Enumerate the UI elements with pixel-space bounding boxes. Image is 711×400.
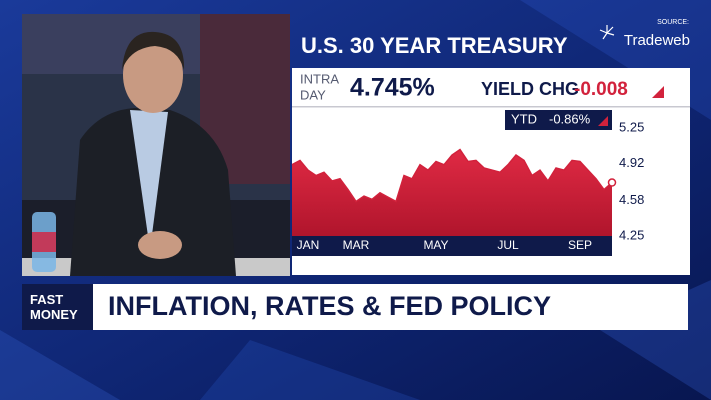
divider <box>292 106 690 108</box>
show-name: FAST MONEY <box>30 292 78 322</box>
y-tick-label: 4.58 <box>619 192 644 207</box>
area <box>292 149 612 236</box>
x-tick-label: SEP <box>568 238 592 252</box>
yield-chg-label: YIELD CHG <box>481 79 579 99</box>
ytd-label: YTD <box>511 111 537 126</box>
intraday-value: 4.745% <box>350 74 435 102</box>
x-tick-label: MAY <box>423 238 448 252</box>
down-arrow <box>598 116 608 126</box>
chart-title: U.S. 30 YEAR TREASURY <box>301 33 568 58</box>
intraday-label: DAY <box>300 87 326 102</box>
x-axis-band <box>292 236 612 256</box>
y-tick-label: 5.25 <box>619 119 644 134</box>
ytd-box <box>505 110 612 130</box>
intraday-label: INTRA <box>300 71 339 86</box>
video-feed <box>22 14 290 276</box>
ytd-value: -0.86% <box>549 111 591 126</box>
x-tick-label: JUL <box>497 238 519 252</box>
headline: INFLATION, RATES & FED POLICY <box>108 291 551 321</box>
yield-chg-value: -0.008 <box>574 79 628 100</box>
source-name: Tradeweb <box>624 32 690 49</box>
source-logo <box>599 25 615 40</box>
show-wrap: FAST MONEY <box>30 292 78 322</box>
last-point <box>607 178 617 187</box>
headline-bar <box>93 284 688 330</box>
x-tick-label: JAN <box>297 238 320 252</box>
line <box>291 148 613 203</box>
y-tick-label: 4.92 <box>619 155 644 170</box>
x-tick-label: MAR <box>343 238 370 252</box>
show-box <box>22 284 93 330</box>
y-tick-label: 4.25 <box>619 227 644 242</box>
source-label: SOURCE: <box>657 19 689 26</box>
down-arrow <box>652 86 664 98</box>
